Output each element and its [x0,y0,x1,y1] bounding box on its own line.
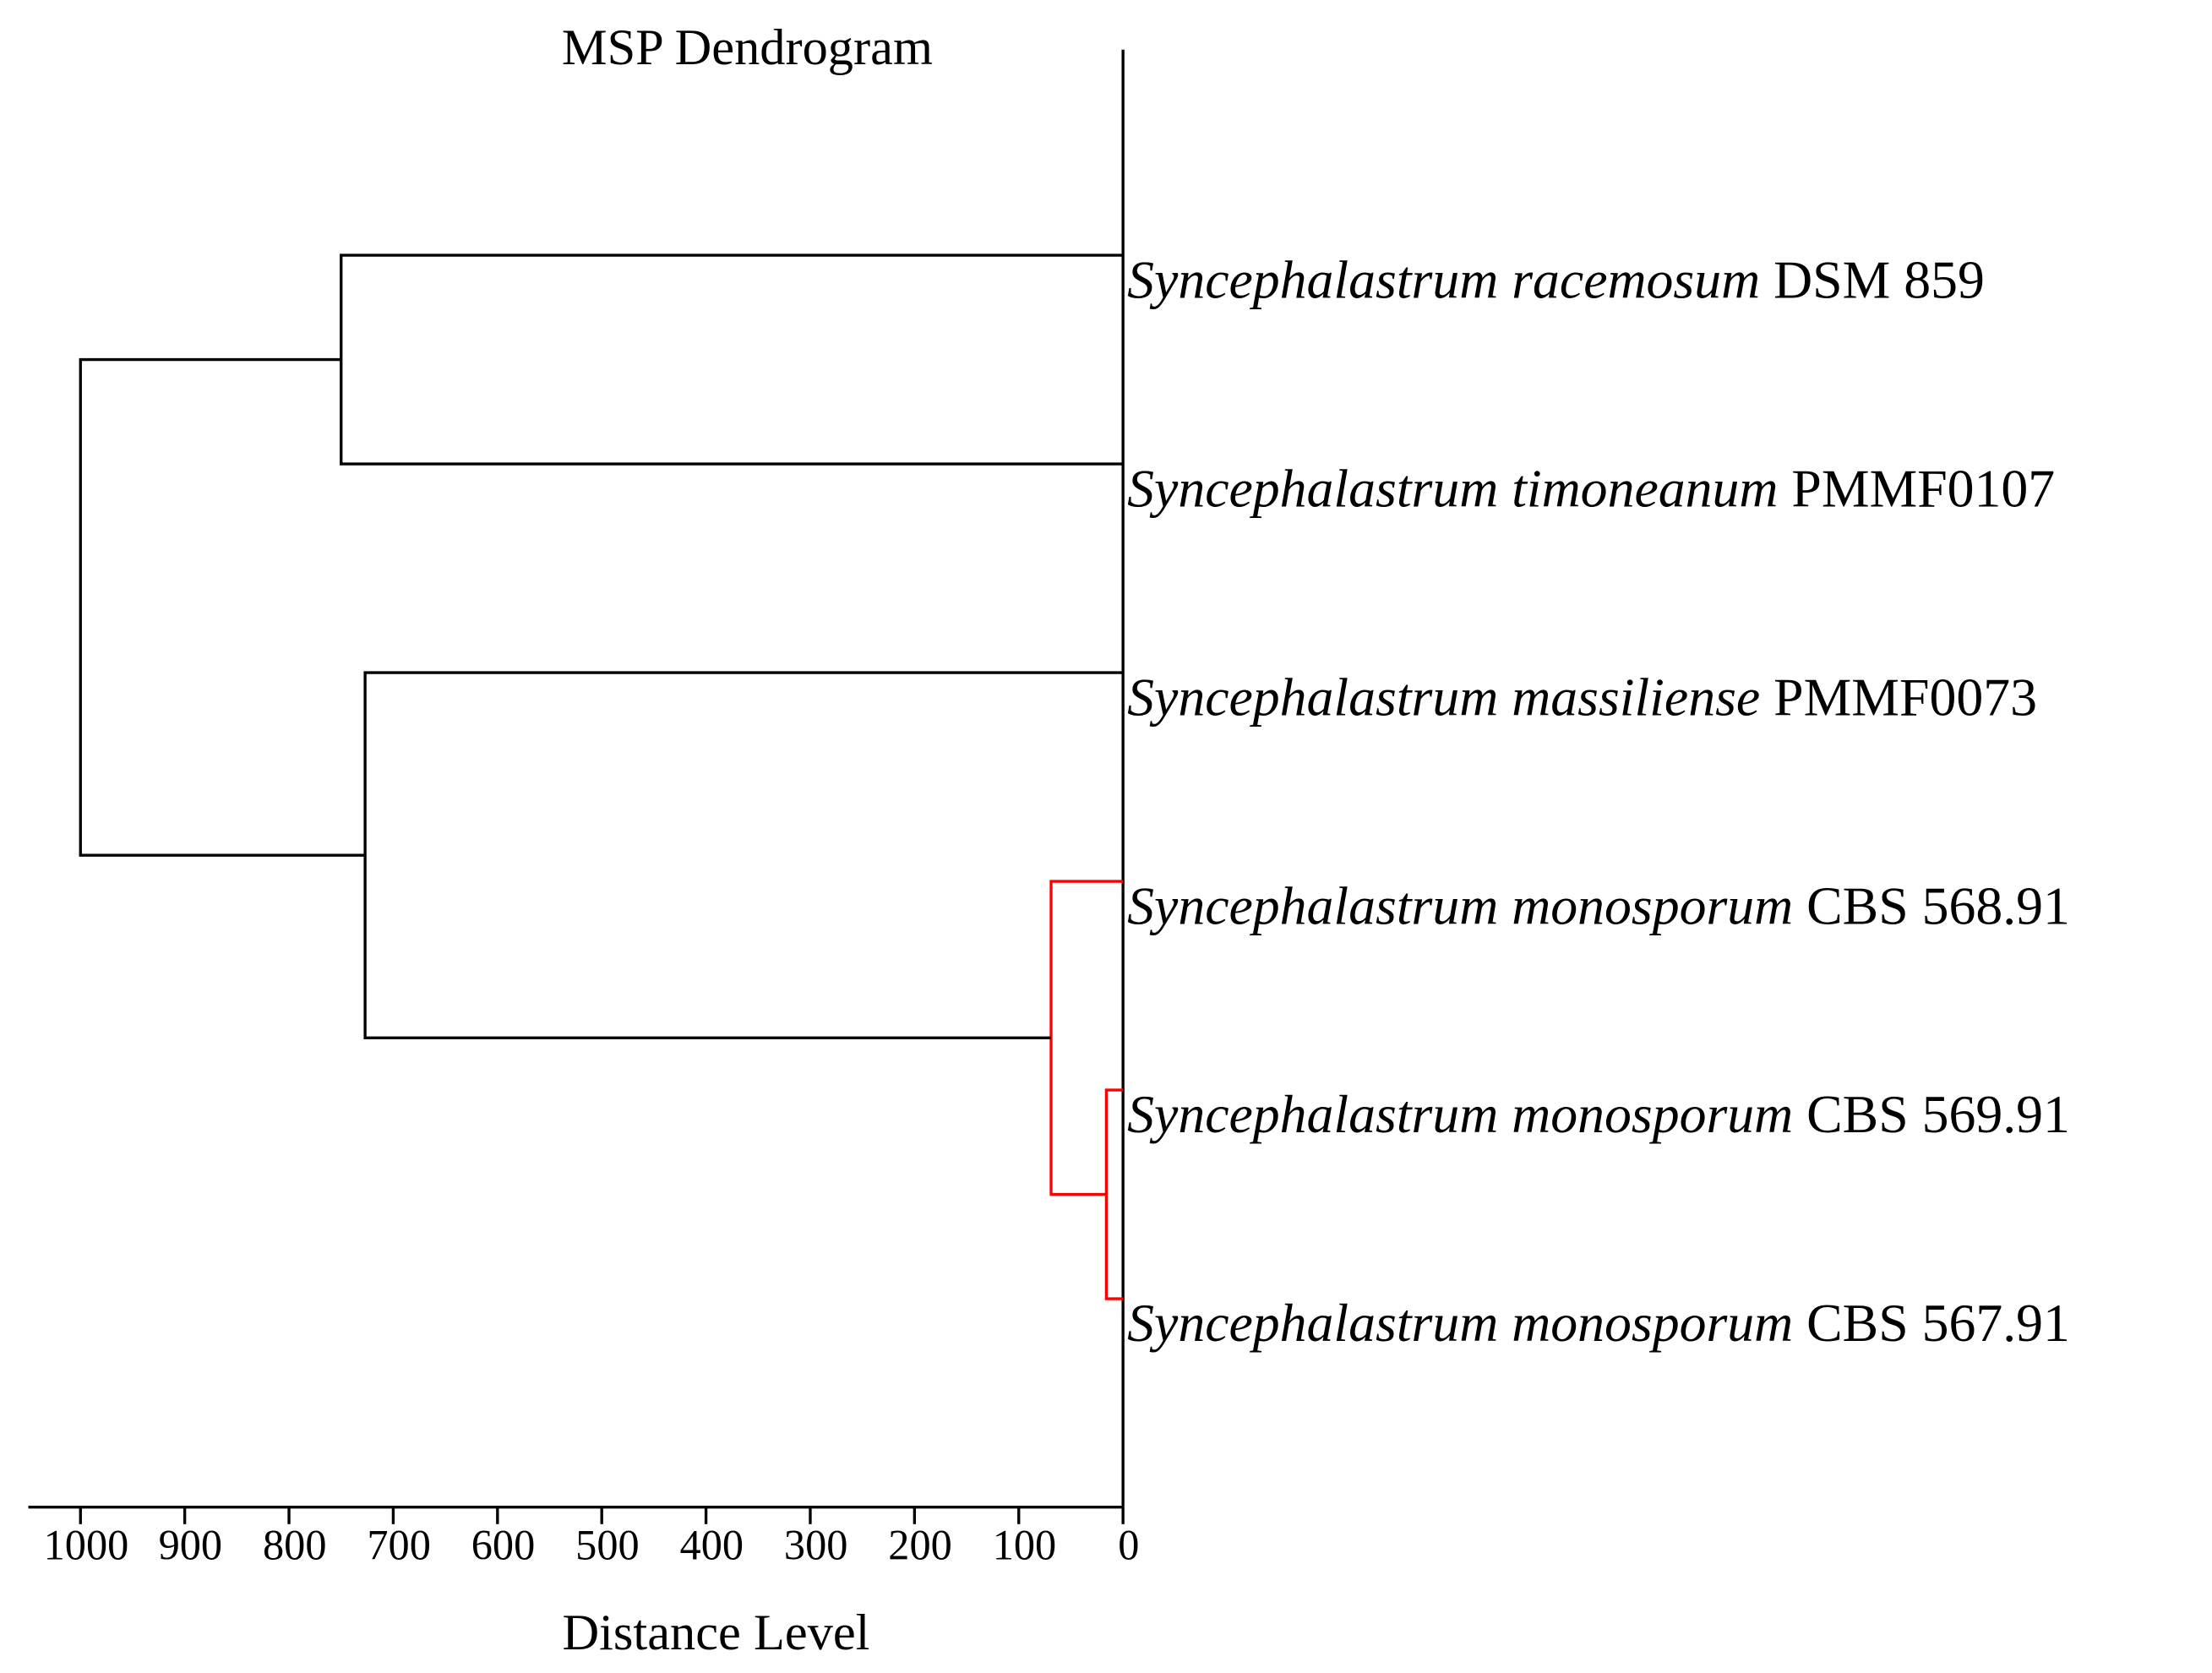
leaf-species: Syncephalastrum timoneanum [1127,458,1778,518]
x-axis-title: Distance Level [563,1605,870,1661]
x-tick-label: 700 [367,1522,431,1569]
x-tick-label: 400 [680,1522,744,1569]
leaf-strain: CBS 568.91 [1806,875,2070,935]
leaf-label: Syncephalastrum monosporum CBS 568.91 [1127,875,2070,935]
x-tick-label: 300 [784,1522,848,1569]
leaf-strain: PMMF0073 [1773,667,2037,727]
leaf-label: Syncephalastrum racemosum DSM 859 [1127,249,1985,309]
x-tick-label: 0 [1118,1522,1139,1569]
leaf-label: Syncephalastrum massiliense PMMF0073 [1127,667,2037,727]
dendrogram-link [363,671,1124,1039]
dendrogram-link [79,357,366,857]
leaf-strain: DSM 859 [1773,249,1985,309]
x-tick-label: 500 [575,1522,640,1569]
dendrogram-link [1049,880,1124,1196]
x-tick-label: 100 [993,1522,1057,1569]
leaf-label: Syncephalastrum monosporum CBS 569.91 [1127,1084,2070,1144]
leaf-label: Syncephalastrum monosporum CBS 567.91 [1127,1293,2070,1353]
leaf-strain: CBS 569.91 [1806,1084,2070,1144]
leaf-species: Syncephalastrum monosporum [1127,1084,1793,1144]
leaf-species: Syncephalastrum monosporum [1127,875,1793,935]
x-tick-label: 200 [888,1522,952,1569]
leaf-strain: PMMF0107 [1791,458,2055,518]
leaf-species: Syncephalastrum monosporum [1127,1293,1793,1353]
leaf-species: Syncephalastrum massiliense [1127,667,1760,727]
x-tick-label: 900 [159,1522,223,1569]
x-tick-label: 1000 [44,1522,129,1569]
x-tick-label: 800 [263,1522,327,1569]
chart-title: MSP Dendrogram [562,19,933,76]
dendrogram-link [340,253,1124,466]
x-tick-label: 600 [471,1522,536,1569]
leaf-label: Syncephalastrum timoneanum PMMF0107 [1127,458,2055,518]
dendrogram-link [1104,1088,1124,1300]
leaf-species: Syncephalastrum racemosum [1127,249,1760,309]
leaf-strain: CBS 567.91 [1806,1293,2070,1353]
